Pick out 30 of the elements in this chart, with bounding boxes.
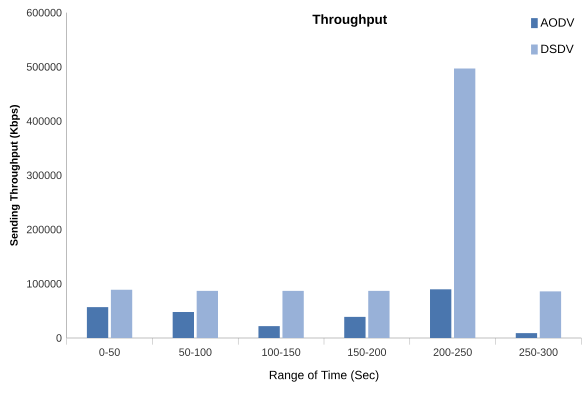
y-tick-label: 200000: [26, 226, 62, 234]
bar: [430, 289, 452, 338]
y-tick-label: 500000: [26, 63, 62, 71]
y-tick-label: 300000: [26, 172, 62, 180]
y-axis-title: Sending Throughput (Kbps): [10, 105, 20, 246]
bar: [516, 333, 538, 338]
y-tick-label: 0: [56, 334, 62, 342]
x-tick-label: 100-150: [262, 348, 300, 356]
y-tick-label: 400000: [26, 117, 62, 125]
y-tick-label: 100000: [27, 280, 62, 288]
bar: [454, 68, 476, 338]
x-tick-label: 150-200: [348, 348, 386, 356]
bar: [540, 291, 562, 338]
bar: [258, 326, 280, 338]
bar: [196, 290, 218, 338]
legend-label: AODV: [540, 18, 574, 27]
chart-title: Throughput: [312, 14, 387, 27]
bar: [282, 290, 304, 338]
x-tick-label: 250-300: [519, 348, 558, 356]
bar: [86, 307, 108, 338]
y-tick-label: 600000: [26, 8, 62, 16]
legend-label: DSDV: [541, 44, 574, 54]
x-axis-title: Range of Time (Sec): [270, 370, 378, 382]
x-tick-label: 200-250: [434, 348, 472, 356]
x-tick-label: 50-100: [179, 348, 212, 356]
bar: [368, 290, 390, 338]
x-tick-label: 0-50: [99, 348, 120, 356]
bar: [344, 316, 366, 338]
bar: [110, 290, 132, 338]
bar: [172, 312, 194, 338]
